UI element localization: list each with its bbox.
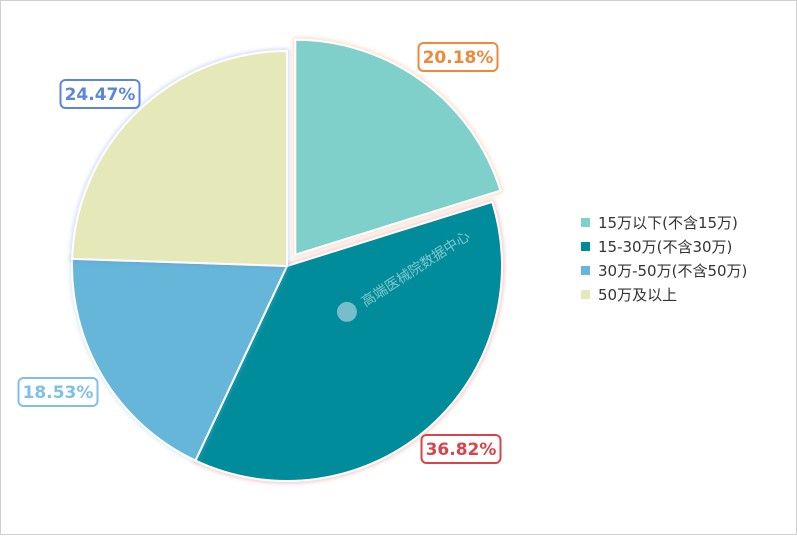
- pie-slices: [70, 37, 504, 483]
- slice-label-box: [59, 79, 141, 109]
- legend-swatch-icon: [581, 217, 590, 227]
- legend-label: 30万-50万(不含50万): [598, 261, 748, 280]
- watermark-logo-icon: [336, 301, 357, 322]
- slice-value-label: 24.47%: [65, 85, 136, 105]
- slice-labels: 20.18% 36.82% 18.53% 24.47%: [17, 42, 502, 464]
- slice-value-label: 18.53%: [23, 383, 94, 403]
- slice-value-label: 36.82%: [426, 440, 497, 460]
- slice-value-label: 20.18%: [423, 48, 494, 68]
- legend-swatch-icon: [581, 241, 590, 251]
- slice-label-box: [420, 434, 502, 464]
- pie-slice[interactable]: [294, 38, 502, 257]
- legend-swatch-icon: [581, 265, 590, 275]
- legend-item[interactable]: 30万-50万(不含50万): [581, 258, 747, 282]
- legend-label: 15-30万(不含30万): [598, 237, 733, 256]
- pie-slice[interactable]: [194, 200, 503, 482]
- legend-item[interactable]: 15-30万(不含30万): [581, 234, 747, 258]
- legend-item[interactable]: 50万及以上: [581, 282, 747, 306]
- legend-swatch-icon: [581, 289, 590, 299]
- pie-slice[interactable]: [71, 49, 288, 268]
- legend-label: 15万以下(不含15万): [598, 213, 738, 232]
- legend-item[interactable]: 15万以下(不含15万): [581, 210, 747, 234]
- slice-label-box: [417, 42, 499, 72]
- pie-slice[interactable]: [71, 257, 289, 462]
- legend-label: 50万及以上: [598, 285, 678, 304]
- legend: 15万以下(不含15万) 15-30万(不含30万) 30万-50万(不含50万) 5…: [581, 210, 747, 306]
- slice-label-box: [17, 377, 99, 407]
